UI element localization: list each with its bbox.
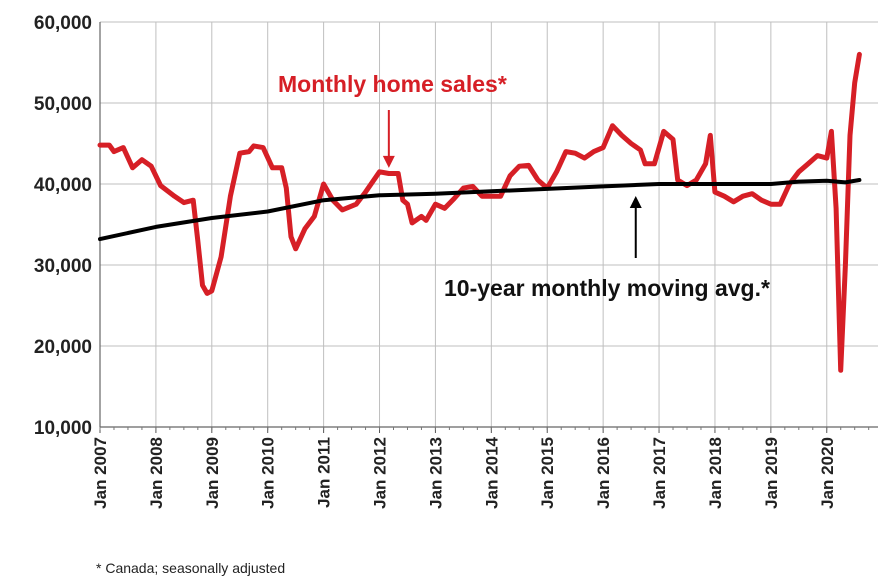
- y-tick-label: 10,000: [34, 418, 92, 439]
- annotation-arrow-head: [382, 155, 395, 168]
- x-tick-label: Jan 2019: [762, 437, 781, 509]
- axes: [99, 22, 878, 428]
- y-tick-label: 60,000: [34, 13, 92, 34]
- y-tick-label: 50,000: [34, 94, 92, 115]
- x-tick-label: Jan 2010: [259, 437, 278, 509]
- x-tick-label: Jan 2016: [594, 437, 613, 509]
- y-axis-ticks: 10,000 20,000 30,000 40,000 50,000 60,000: [34, 13, 92, 439]
- x-tick-label: Jan 2018: [706, 437, 725, 509]
- x-tick-label: Jan 2012: [371, 437, 390, 509]
- x-tick-label: Jan 2007: [91, 437, 110, 509]
- annotations: Monthly home sales* 10-year monthly movin…: [278, 71, 770, 301]
- y-tick-label: 20,000: [34, 337, 92, 358]
- annotation-moving-average: 10-year monthly moving avg.*: [444, 275, 770, 301]
- monthly-sales-line: [97, 51, 862, 373]
- annotation-arrow-head: [629, 196, 642, 208]
- moving-average-line: [98, 178, 862, 242]
- x-tick-label: Jan 2014: [482, 436, 501, 508]
- footnote: * Canada; seasonally adjusted: [96, 560, 286, 576]
- x-tick-label: Jan 2009: [203, 437, 222, 509]
- x-tick-label: Jan 2015: [538, 437, 557, 509]
- x-tick-label: Jan 2008: [147, 437, 166, 509]
- x-tick-label: Jan 2017: [650, 437, 669, 509]
- gridlines: [99, 21, 878, 428]
- series-lines: [97, 51, 862, 373]
- x-axis-ticks: Jan 2007 Jan 2008 Jan 2009 Jan 2010 Jan 2011…: [91, 427, 870, 509]
- y-tick-label: 40,000: [34, 175, 92, 196]
- annotation-monthly-sales: Monthly home sales*: [278, 71, 507, 97]
- x-tick-label: Jan 2011: [315, 437, 334, 508]
- y-tick-label: 30,000: [34, 256, 92, 277]
- x-tick-label: Jan 2020: [818, 437, 837, 509]
- x-tick-label: Jan 2013: [426, 437, 445, 509]
